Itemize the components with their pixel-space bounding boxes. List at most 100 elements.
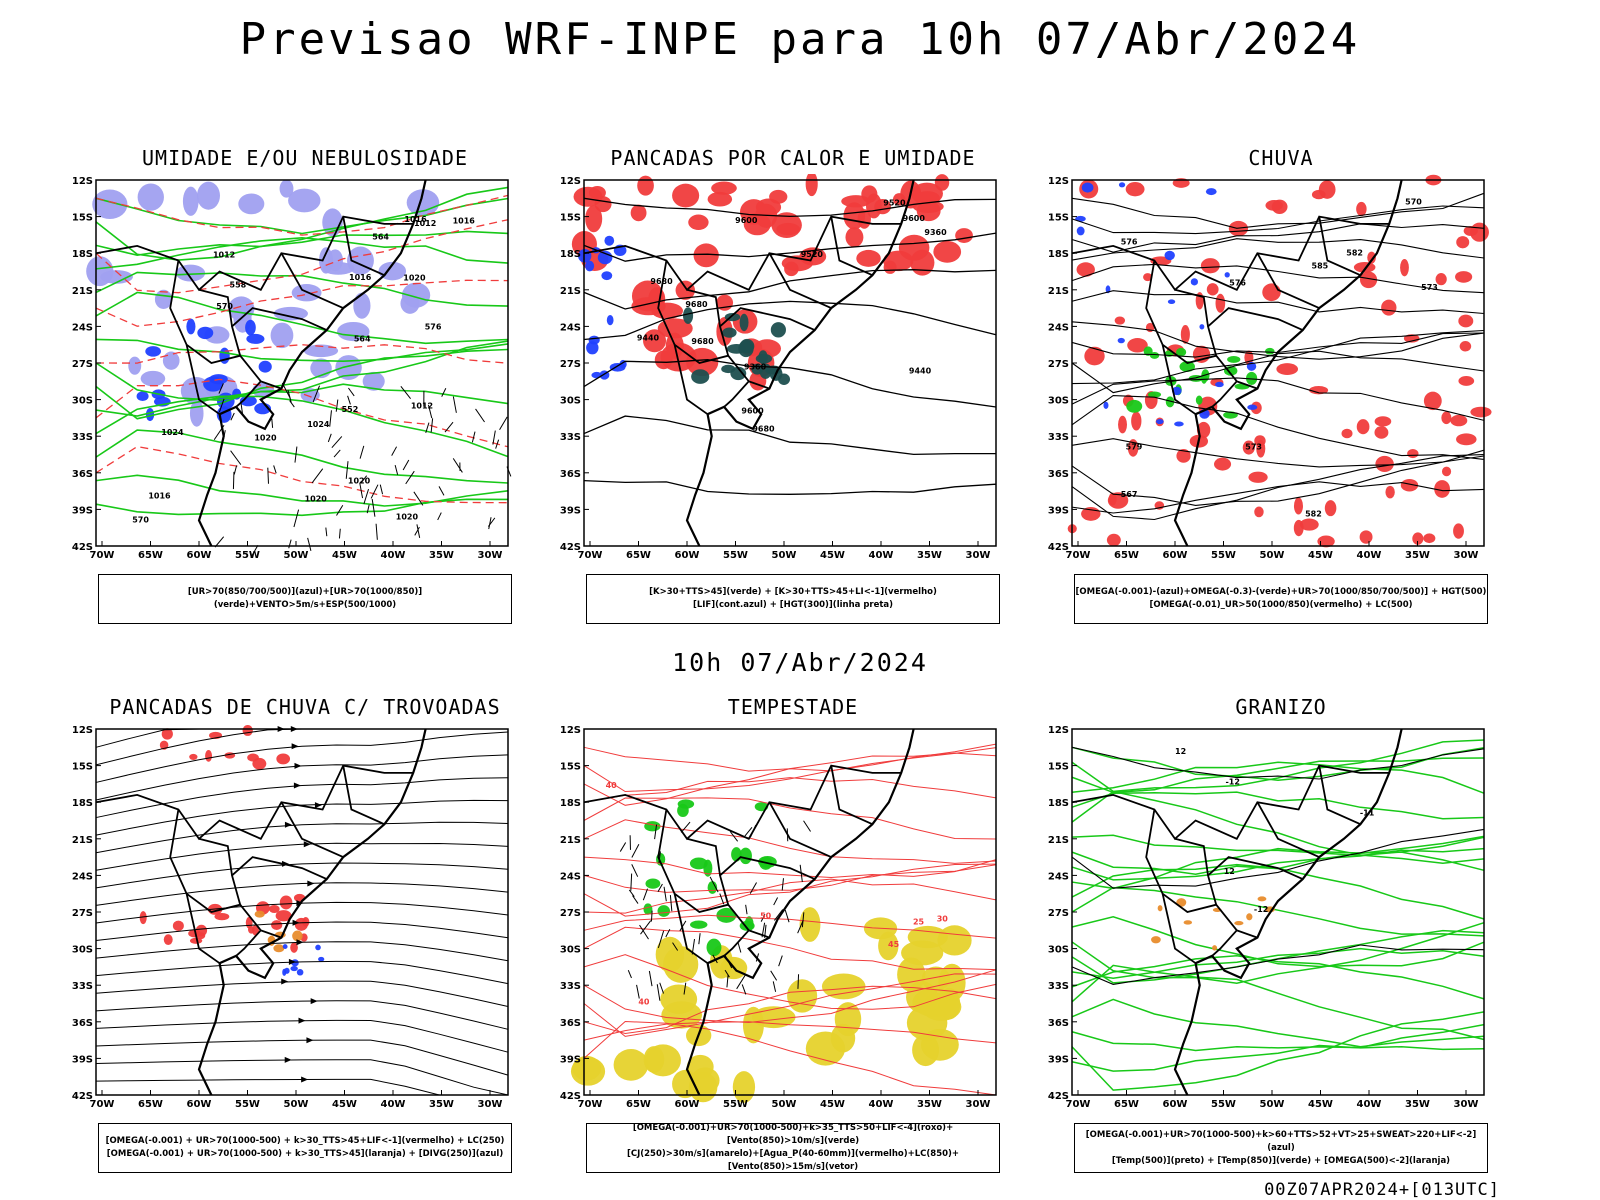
shaded-blob [743,213,771,236]
panel-legend: [UR>70(850/700/500)](azul)+[UR>70(1000/8… [98,574,512,624]
contour [1071,790,1485,865]
shaded-blob [128,356,142,375]
lat-label: 27S [72,908,93,919]
wind-arrow [737,941,742,953]
contour [583,856,997,879]
lon-label: 40W [1357,1099,1382,1110]
map-granizo: -11 -12 -12 12 12 12S 15S 18S 21S 24S 27S 30S 33S 36S… [1048,725,1485,1110]
lon-label: 50W [284,1099,309,1110]
lat-label: 15S [72,213,93,224]
state-border [1256,801,1320,858]
contour [583,197,997,218]
lat-label: 15S [560,762,581,773]
lon-label: 45W [332,550,357,561]
mid-time: 10h 07/Abr/2024 [672,648,928,677]
lon-label: 60W [1163,1099,1188,1110]
wind-arrow [371,498,376,517]
stream-arrow [284,821,292,828]
shaded-blob [643,329,667,353]
coastline [1173,728,1403,1096]
contour [1071,964,1485,1041]
state-border [657,260,770,390]
isoline-label: 9360 [744,363,767,372]
shaded-blob [597,250,613,265]
shaded-blob [1400,259,1409,277]
contour [1071,998,1485,1048]
shaded-blob [1317,535,1335,548]
isoline-label: 9600 [903,214,926,223]
shaded-blob [1118,415,1127,434]
shaded-blob [1156,418,1164,425]
lon-label: 35W [1405,550,1430,561]
contour-lines [583,197,997,495]
lon-label: 55W [235,550,260,561]
shaded-blob [1459,341,1472,352]
streamline [95,882,509,906]
shaded-blob [1246,913,1253,921]
isoline-labels: 582 576 573 570 567 585 582 579 576 573 [1121,198,1438,519]
shaded-blob [1299,518,1319,531]
state-border [686,837,721,876]
lon-label: 70W [1066,1099,1091,1110]
shaded-blob [238,193,265,215]
lat-label: 39S [560,1054,581,1065]
lat-label: 15S [1048,213,1069,224]
shaded-blob [691,369,710,384]
shaded-blob [172,920,184,931]
map-base [1071,179,1403,547]
shaded-blob [1215,381,1224,388]
lon-label: 70W [578,550,603,561]
contour-lines [95,194,509,504]
shaded-blob [1165,396,1175,408]
shaded-blob [1412,532,1424,545]
contour [1071,847,1485,890]
wind-arrow [683,982,687,995]
lon-label: 45W [332,1099,357,1110]
shaded-blob [273,306,308,321]
contour [95,429,509,484]
lon-label: 65W [1114,550,1139,561]
lon-label: 55W [723,1099,748,1110]
state-border [1206,307,1304,356]
shaded-blob [787,979,818,1013]
wind-arrow [640,920,652,935]
wind-arrow [218,383,224,394]
lat-label: 33S [72,981,93,992]
wind-arrow [679,920,687,932]
wind-arrow [402,459,410,471]
shaded-blob [271,920,283,930]
shaded-blob [1103,401,1109,409]
streamline [95,862,509,889]
contour [1071,828,1485,889]
shaded-blob [282,944,288,950]
state-border [95,764,414,841]
isoline-labels: 9680 9680 9680 9680 9600 9600 9520 9520 9440 9440… [637,198,947,433]
lon-label: 55W [723,550,748,561]
contour [583,985,997,1035]
panel-legend: [OMEGA(-0.001)-(azul)+OMEGA(-0.3)-(verde… [1074,574,1488,624]
shaded-blob [1407,449,1419,459]
shaded-blob [1374,426,1389,439]
shaded-blob [245,319,256,336]
wind-arrow [659,982,665,994]
wind-arrow [438,486,445,496]
wind-arrow [781,878,784,891]
shaded-blob [693,243,719,268]
isoline-label: -12 [1254,905,1268,914]
contour [583,415,996,456]
lat-label: 30S [1048,945,1069,956]
map-chuva: 582 576 573 570 567 585 582 579 576 573 12S 15S 18S 2… [1048,174,1492,561]
shaded-blob [586,341,599,355]
lon-label: 45W [1308,1099,1333,1110]
shaded-blob [898,234,930,261]
isoline-label: 582 [1305,510,1322,519]
shaded-blob [1076,226,1085,236]
wind-arrow [391,446,398,456]
contour [583,752,997,806]
state-border [185,344,221,415]
wind-arrow [729,831,739,842]
shaded-blob [690,920,708,929]
shaded-blob [1151,936,1161,944]
shaded-blob [139,911,147,925]
